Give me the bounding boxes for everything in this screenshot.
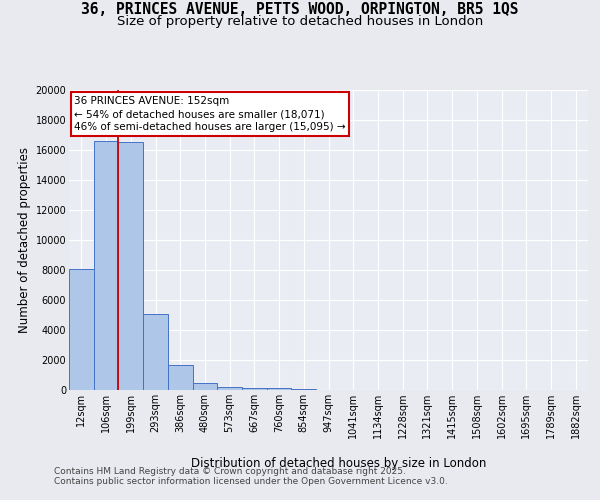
Text: Size of property relative to detached houses in London: Size of property relative to detached ho…: [117, 15, 483, 28]
Bar: [94, 141, 118, 390]
Bar: [292, 389, 316, 390]
Text: Contains HM Land Registry data © Crown copyright and database right 2025.: Contains HM Land Registry data © Crown c…: [54, 467, 406, 476]
Bar: [242, 388, 267, 390]
Text: Contains public sector information licensed under the Open Government Licence v3: Contains public sector information licen…: [54, 477, 448, 486]
Bar: [69, 268, 94, 390]
Text: 36 PRINCES AVENUE: 152sqm
← 54% of detached houses are smaller (18,071)
46% of s: 36 PRINCES AVENUE: 152sqm ← 54% of detac…: [74, 96, 346, 132]
Text: 36, PRINCES AVENUE, PETTS WOOD, ORPINGTON, BR5 1QS: 36, PRINCES AVENUE, PETTS WOOD, ORPINGTO…: [81, 2, 519, 18]
Bar: [118, 142, 143, 390]
Bar: [168, 364, 193, 390]
Y-axis label: Number of detached properties: Number of detached properties: [19, 147, 31, 333]
Bar: [143, 314, 168, 390]
Bar: [193, 383, 217, 390]
Text: Distribution of detached houses by size in London: Distribution of detached houses by size …: [191, 458, 487, 470]
Bar: [217, 386, 242, 390]
Bar: [267, 388, 292, 390]
